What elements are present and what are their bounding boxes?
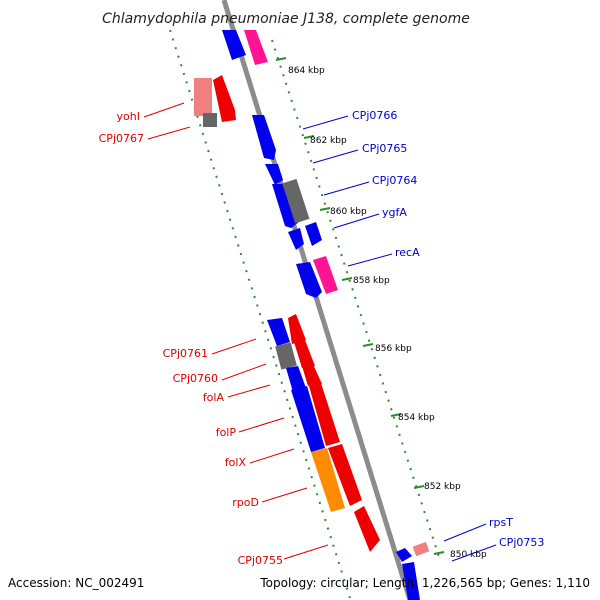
gene-red-CPj0755 bbox=[354, 506, 380, 552]
gene-blue-ygfA-2 bbox=[305, 222, 322, 246]
tick-label: 852 kbp bbox=[424, 482, 461, 492]
reverse-label-lines bbox=[143, 102, 329, 560]
genome-summary: Topology: circular; Length: 1,226,565 bp… bbox=[259, 576, 590, 590]
gene-label: ygfA bbox=[382, 206, 407, 219]
gene-label: CPj0753 bbox=[499, 536, 544, 549]
gene-red-CPj0761 bbox=[288, 314, 306, 344]
gene-orange-rpoD bbox=[311, 448, 345, 512]
gene-blue-CPj0766 bbox=[252, 115, 276, 160]
gene-red-rpoD bbox=[328, 444, 362, 506]
gene-red-CPj0767 bbox=[213, 75, 236, 122]
map-title: Chlamydophila pneumoniae J138, complete … bbox=[102, 11, 470, 27]
gene-red-folA bbox=[302, 362, 322, 386]
backbone bbox=[221, 0, 413, 600]
gene-blue-rpsT bbox=[396, 548, 412, 562]
gene-label: folX bbox=[225, 456, 247, 469]
gene-label: CPj0764 bbox=[372, 174, 417, 187]
gene-label: CPj0760 bbox=[173, 372, 218, 385]
forward-labels: CPj0766 CPj0765 CPj0764 ygfA recA rpsT C… bbox=[352, 109, 544, 549]
tick-label: 854 kbp bbox=[398, 413, 435, 423]
gene-label: CPj0766 bbox=[352, 109, 397, 122]
tick-label: 858 kbp bbox=[353, 276, 390, 286]
gene-gray-CPj0767 bbox=[203, 113, 217, 127]
gene-blue-CPj0764 bbox=[272, 184, 299, 228]
tick-label: 856 kbp bbox=[375, 344, 412, 354]
gene-blue-ygfA bbox=[288, 228, 304, 250]
gene-blue-recA bbox=[296, 262, 322, 298]
accession-text: Accession: NC_002491 bbox=[8, 576, 144, 590]
gene-gray-CPj0760 bbox=[275, 342, 297, 370]
gene-label: yohI bbox=[117, 110, 140, 123]
gene-label: rpsT bbox=[489, 516, 513, 529]
tick-label: 860 kbp bbox=[330, 207, 367, 217]
tick-label: 862 kbp bbox=[310, 136, 347, 146]
reverse-labels: yohI CPj0767 CPj0761 CPj0760 folA folP f… bbox=[99, 110, 283, 567]
gene-label: CPj0761 bbox=[163, 347, 208, 360]
gene-gray-ygfA bbox=[282, 178, 310, 224]
gene-label: recA bbox=[395, 246, 420, 259]
tick-labels: 864 kbp 862 kbp 860 kbp 858 kbp 856 kbp … bbox=[288, 66, 487, 560]
gene-blue-CPj0761 bbox=[267, 318, 290, 346]
gene-blue-folA bbox=[286, 366, 306, 392]
tick-marks bbox=[275, 57, 445, 555]
gene-red-CPj0760 bbox=[294, 340, 315, 368]
gene-label: CPj0755 bbox=[238, 554, 283, 567]
dotted-track-outer bbox=[271, 39, 441, 561]
gene-blue-CPj0753 bbox=[402, 562, 420, 600]
gene-blue-top bbox=[222, 30, 246, 60]
gene-label: CPj0767 bbox=[99, 132, 144, 145]
gene-blue-CPj0765 bbox=[265, 164, 283, 185]
gene-blue-folP bbox=[291, 386, 325, 452]
dotted-track-inner bbox=[169, 29, 351, 599]
gene-features bbox=[194, 30, 430, 600]
gene-label: rpoD bbox=[232, 496, 259, 509]
gene-red-folP bbox=[309, 380, 340, 446]
tick-label: 864 kbp bbox=[288, 66, 325, 76]
gene-magenta-top bbox=[244, 30, 268, 65]
forward-label-lines bbox=[302, 115, 497, 562]
gene-label: folA bbox=[203, 391, 225, 404]
gene-label: folP bbox=[216, 426, 237, 439]
gene-pink-rpsT bbox=[412, 541, 430, 557]
gene-label: CPj0765 bbox=[362, 142, 407, 155]
gene-magenta-recA bbox=[313, 256, 338, 294]
gene-pink-yohI bbox=[194, 78, 212, 116]
